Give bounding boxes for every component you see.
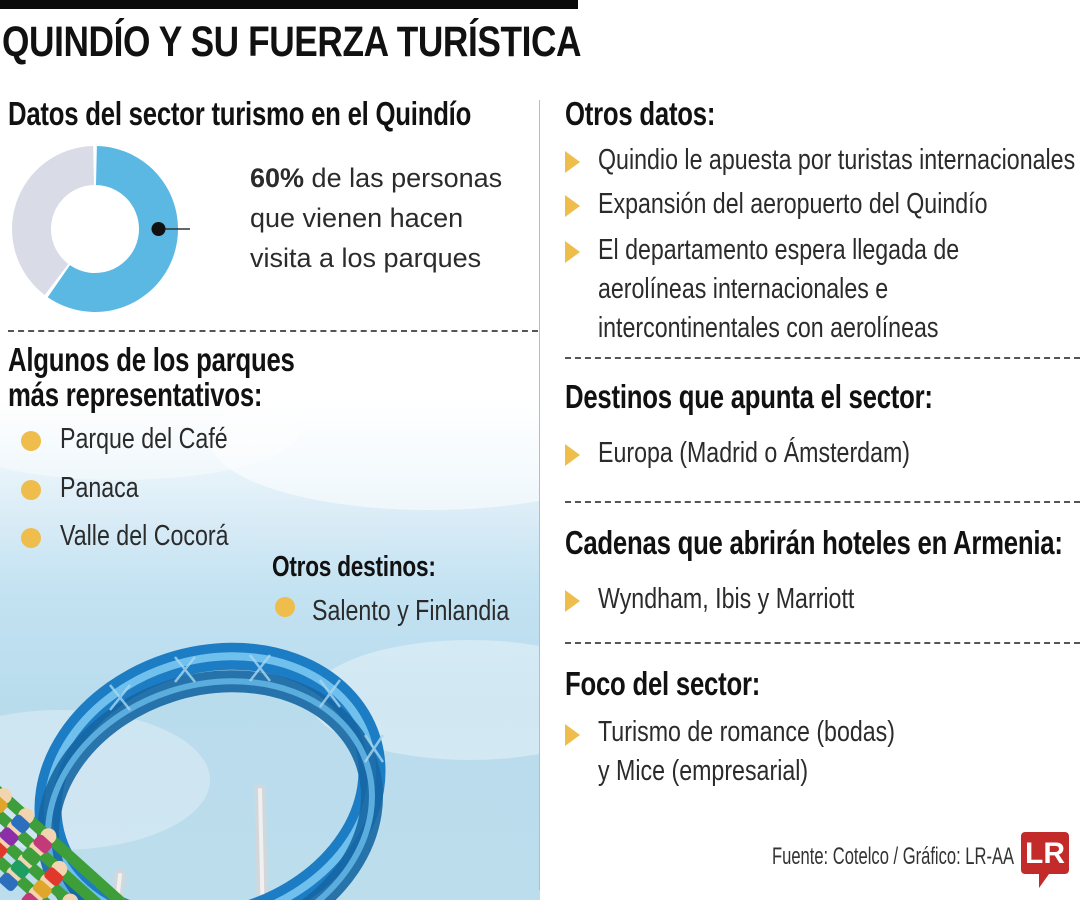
svg-text:LR: LR [1025, 837, 1065, 870]
